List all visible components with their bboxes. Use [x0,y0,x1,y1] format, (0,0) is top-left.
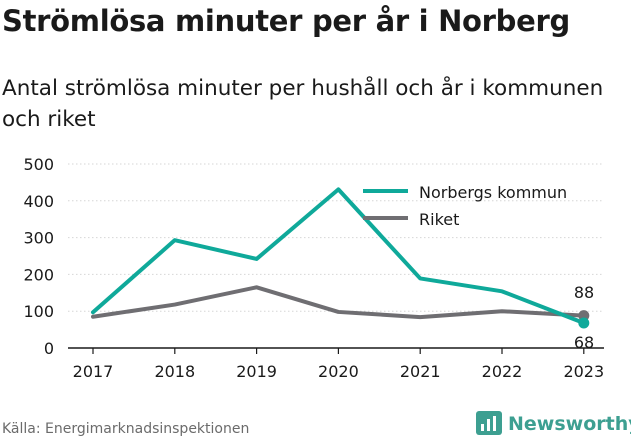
end-point-norberg [578,317,590,329]
y-axis: 0 100 200 300 400 500 [23,155,54,358]
series-line-riket [91,285,586,320]
x-tick-label: 2018 [154,362,195,381]
y-tick-label: 100 [23,302,54,321]
x-tick-label: 2020 [318,362,359,381]
x-tick-label: 2021 [400,362,441,381]
series-lines [91,187,590,329]
end-label-riket: 88 [574,283,594,302]
bar-chart-logo-icon [476,411,502,435]
x-axis: 2017 2018 2019 2020 2021 2022 2023 [68,347,604,381]
y-tick-label: 200 [23,265,54,284]
brand-logo: Newsworthy [476,409,631,439]
line-chart: 0 100 200 300 400 500 2017 2018 2019 2020 2021 202… [23,155,604,381]
x-tick-label: 2017 [73,362,114,381]
chart-title: Strömlösa minuter per år i Norberg [2,4,570,38]
brand-name: Newsworthy [508,413,631,435]
y-tick-label: 400 [23,192,54,211]
series-line-norberg [91,187,586,325]
y-tick-label: 500 [23,155,54,174]
legend: Norbergs kommun Riket [363,183,567,229]
y-tick-label: 300 [23,229,54,248]
y-tick-label: 0 [44,339,54,358]
x-tick-label: 2023 [563,362,604,381]
chart-subtitle: Antal strömlösa minuter per hushåll och … [2,76,604,132]
x-tick-label: 2022 [482,362,523,381]
source-note: Källa: Energimarknadsinspektionen [2,421,250,437]
end-label-norberg: 68 [574,333,594,352]
x-tick-label: 2019 [236,362,277,381]
legend-label-norberg: Norbergs kommun [419,183,567,202]
legend-label-riket: Riket [419,210,459,229]
